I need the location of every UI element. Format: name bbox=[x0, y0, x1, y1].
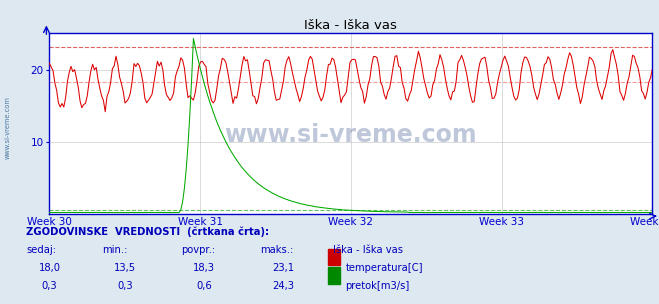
Text: www.si-vreme.com: www.si-vreme.com bbox=[225, 123, 477, 147]
Text: 0,3: 0,3 bbox=[117, 281, 133, 291]
Text: ZGODOVINSKE  VREDNOSTI  (črtkana črta):: ZGODOVINSKE VREDNOSTI (črtkana črta): bbox=[26, 226, 270, 237]
Text: temperatura[C]: temperatura[C] bbox=[345, 263, 423, 273]
Text: www.si-vreme.com: www.si-vreme.com bbox=[4, 96, 11, 159]
Text: 13,5: 13,5 bbox=[114, 263, 136, 273]
Text: pretok[m3/s]: pretok[m3/s] bbox=[345, 281, 409, 291]
Text: 23,1: 23,1 bbox=[272, 263, 295, 273]
Text: sedaj:: sedaj: bbox=[26, 245, 57, 255]
Text: Iška - Iška vas: Iška - Iška vas bbox=[333, 245, 403, 255]
Text: min.:: min.: bbox=[102, 245, 128, 255]
Text: maks.:: maks.: bbox=[260, 245, 293, 255]
Text: 0,3: 0,3 bbox=[42, 281, 57, 291]
Text: 18,3: 18,3 bbox=[193, 263, 215, 273]
Title: Iška - Iška vas: Iška - Iška vas bbox=[304, 19, 397, 32]
Text: 18,0: 18,0 bbox=[38, 263, 61, 273]
Text: povpr.:: povpr.: bbox=[181, 245, 215, 255]
Text: 24,3: 24,3 bbox=[272, 281, 295, 291]
Text: 0,6: 0,6 bbox=[196, 281, 212, 291]
